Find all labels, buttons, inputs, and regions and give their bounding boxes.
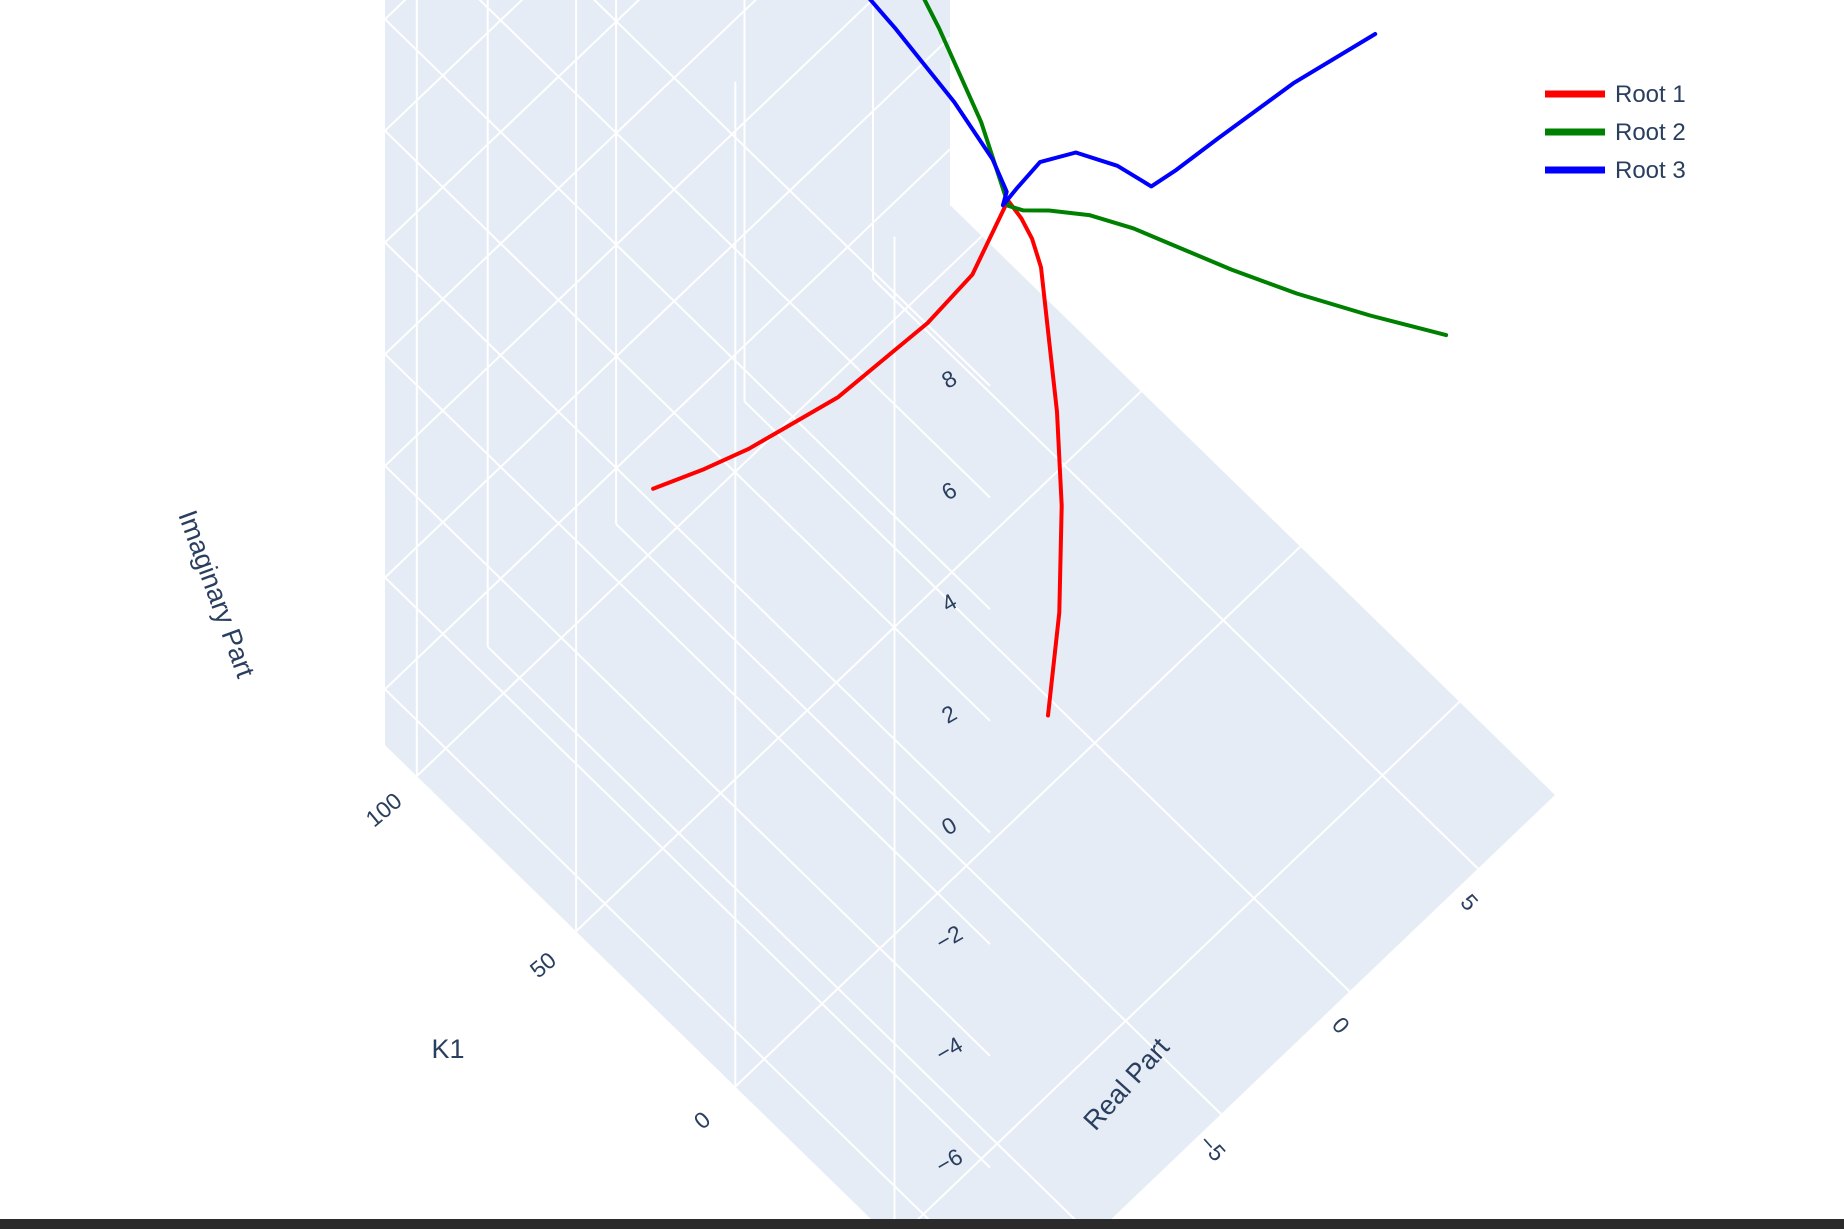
gridline-wall-imag xyxy=(384,688,940,1229)
gridline-wall-imag xyxy=(384,0,524,132)
gridline-wall-imag xyxy=(592,0,991,387)
gridline-wall-imag xyxy=(384,18,991,610)
gridline-floor-k1 xyxy=(734,545,1301,1088)
y-axis-title: K1 xyxy=(431,1034,464,1064)
gridline-wall-imag xyxy=(384,353,991,945)
gridline-wall-imag xyxy=(384,0,641,244)
y-tick-label: 100 xyxy=(361,787,407,832)
x-tick-label: −5 xyxy=(1194,1129,1231,1166)
window-bottom-bar xyxy=(0,1219,1844,1229)
gridline-wall-imag xyxy=(384,0,758,355)
gridline-wall-imag xyxy=(384,576,991,1169)
gridline-wall-imag xyxy=(384,36,951,579)
gridline-floor-real xyxy=(487,646,1087,1229)
legend-label-root-3: Root 3 xyxy=(1615,157,1686,184)
floor-pane xyxy=(385,205,1555,1229)
z-axis-title: Imaginary Part xyxy=(172,506,260,682)
gridline-wall-imag xyxy=(478,0,991,499)
gridline-wall-imag xyxy=(384,465,991,1057)
back-pane-k1-max xyxy=(385,0,950,745)
trace-root-2[interactable] xyxy=(665,0,1449,338)
legend-label-root-1: Root 1 xyxy=(1615,81,1686,108)
gridline-floor-k1 xyxy=(575,390,1142,933)
gridline-floor-real xyxy=(743,400,1351,993)
y-tick-label: 0 xyxy=(689,1106,716,1134)
legend-label-root-2: Root 2 xyxy=(1615,119,1686,146)
y-tick-label: 50 xyxy=(525,947,561,983)
legend-item-root-2[interactable]: Root 2 xyxy=(1545,119,1686,146)
gridline-wall-imag xyxy=(384,0,874,467)
legend-item-root-1[interactable]: Root 1 xyxy=(1545,81,1686,108)
x-tick-label: 0 xyxy=(1327,1012,1355,1039)
gridline-floor-k1 xyxy=(416,235,983,777)
gridline-floor-real xyxy=(615,523,1222,1115)
trace-root-3[interactable] xyxy=(839,0,1378,208)
gridline-floor-real xyxy=(872,277,1479,870)
x-tick-label: 5 xyxy=(1455,889,1483,916)
gridline-wall-imag xyxy=(384,130,991,722)
legend-item-root-3[interactable]: Root 3 xyxy=(1545,157,1686,184)
gridline-wall-imag xyxy=(384,241,991,834)
gridline-floor-k1 xyxy=(906,701,1461,1229)
gridline-wall-imag xyxy=(384,148,951,690)
trace-layer xyxy=(651,0,1449,718)
scene-gridlines xyxy=(384,0,1479,1229)
legend: Root 1 Root 2 Root 3 xyxy=(1545,81,1686,184)
scene-background-panes xyxy=(385,0,1555,1229)
